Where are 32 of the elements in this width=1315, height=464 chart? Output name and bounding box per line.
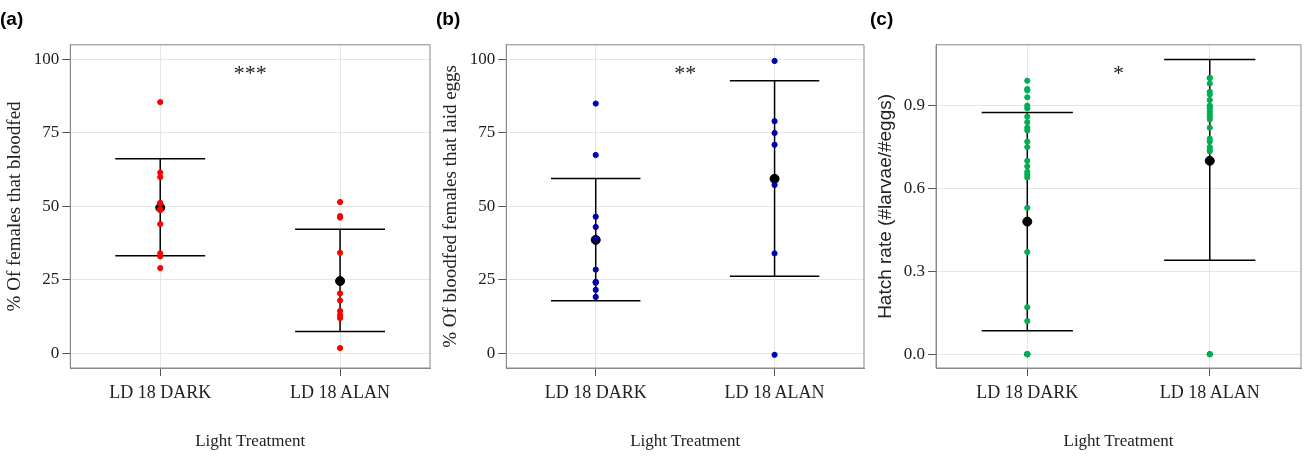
x-tick-label: LD 18 ALAN (1159, 381, 1260, 402)
annotation: ** (674, 59, 697, 85)
y-tick-label: 0.0 (903, 343, 926, 363)
y-tick-label: 0 (486, 342, 496, 362)
y-tick-label: 0.3 (903, 260, 926, 280)
x-axis-title: Light Treatment (195, 431, 306, 451)
y-tick-label: 100 (33, 48, 60, 68)
annotation: *** (233, 59, 267, 85)
x-tick-label: LD 18 ALAN (724, 381, 825, 402)
chart-title: (b) (436, 7, 461, 29)
y-tick-label: 25 (42, 269, 60, 289)
y-tick-label: 0.9 (903, 95, 926, 115)
annotation: * (1113, 59, 1125, 85)
y-axis-title: % Of bloodfed females that laid eggs (439, 64, 461, 348)
y-tick-label: 50 (478, 195, 496, 215)
x-tick-label: LD 18 ALAN (290, 381, 391, 402)
y-tick-label: 0.6 (903, 177, 926, 197)
y-tick-label: 100 (469, 48, 496, 68)
x-axis-title: Light Treatment (630, 431, 741, 451)
x-tick-label: LD 18 DARK (544, 381, 647, 402)
y-tick-label: 0 (50, 342, 60, 362)
y-tick-label: 25 (478, 269, 496, 289)
y-axis-title: Hatch rate (#larvae/#eggs) (873, 93, 895, 319)
x-axis-title: Light Treatment (1063, 431, 1174, 451)
y-tick-label: 75 (42, 122, 60, 142)
y-tick-label: 75 (478, 122, 496, 142)
x-tick-label: LD 18 DARK (976, 381, 1079, 402)
chart-title: (a) (0, 7, 24, 29)
x-tick-label: LD 18 DARK (109, 381, 212, 402)
y-tick-label: 50 (42, 195, 60, 215)
chart-title: (c) (870, 7, 894, 29)
y-axis-title: % Of females that bloodfed (3, 100, 25, 312)
